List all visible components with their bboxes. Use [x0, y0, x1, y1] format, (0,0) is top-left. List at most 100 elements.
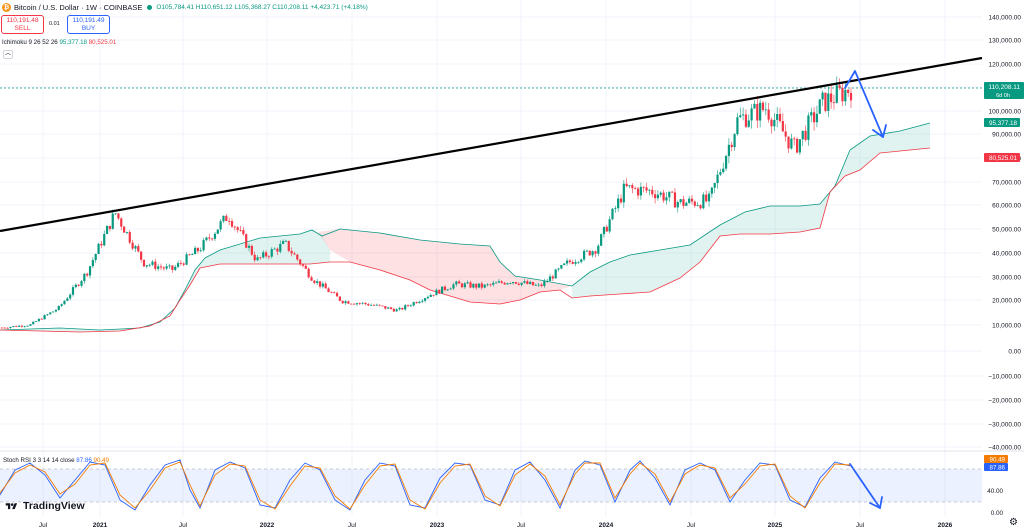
- candle-body: [236, 227, 239, 230]
- candle-body: [12, 326, 15, 327]
- sell-button[interactable]: 110,191.48 SELL: [1, 15, 44, 34]
- settings-gear-icon[interactable]: ⚙: [1009, 517, 1018, 528]
- candle-body: [262, 252, 265, 258]
- candle-body: [804, 130, 807, 140]
- rsi-band: [0, 469, 982, 502]
- candle-body: [812, 112, 816, 123]
- candle-body: [9, 326, 12, 329]
- candle-body: [412, 302, 415, 306]
- candle-body: [565, 260, 569, 264]
- candle-body: [659, 192, 662, 195]
- candle-body: [97, 243, 100, 255]
- candle-body: [52, 311, 55, 313]
- candle-body: [37, 318, 41, 322]
- candle-body: [432, 294, 435, 296]
- candle-body: [696, 205, 699, 206]
- candle-body: [673, 192, 677, 208]
- drawn-arrow-main[interactable]: [844, 70, 887, 138]
- candle-body: [401, 307, 404, 310]
- candle-body: [199, 250, 202, 252]
- candle-body: [835, 85, 838, 103]
- tradingview-logo[interactable]: TradingView: [4, 500, 85, 512]
- candle-body: [588, 250, 591, 256]
- svg-text:87.86: 87.86: [990, 465, 1006, 472]
- candle-body: [679, 199, 682, 203]
- candle-body: [719, 172, 722, 175]
- svg-text:6d 0h: 6d 0h: [996, 93, 1010, 99]
- collapse-legend-icon[interactable]: ︿: [3, 50, 13, 59]
- candle-body: [429, 294, 432, 297]
- candle-body: [350, 303, 353, 305]
- candle-body: [847, 89, 850, 93]
- candle-body: [242, 230, 245, 235]
- span-b-line: [0, 147, 931, 333]
- candle-body: [560, 264, 563, 269]
- resistance-trendline[interactable]: [0, 56, 983, 233]
- price-tick-label: 130,000.00: [988, 38, 1021, 45]
- candle-body: [443, 286, 447, 290]
- buy-button[interactable]: 110,191.49 BUY: [67, 15, 110, 34]
- time-tick-label: Jul: [348, 522, 357, 529]
- candle-body: [364, 302, 367, 305]
- candle-body: [503, 282, 506, 285]
- candle-body: [370, 304, 373, 306]
- candle-body: [344, 301, 347, 304]
- candle-body: [128, 232, 131, 243]
- candle-body: [125, 232, 129, 233]
- candle-body: [250, 245, 253, 255]
- rsi-axis[interactable]: 40.00 0.00: [987, 488, 1003, 517]
- candle-body: [602, 226, 606, 235]
- candle-body: [639, 186, 642, 196]
- price-axis[interactable]: 140,000.00130,000.00120,000.00110,000.00…: [988, 15, 1021, 452]
- candle-body: [526, 281, 529, 284]
- candle-body: [296, 254, 299, 260]
- svg-text:0.00: 0.00: [991, 510, 1004, 517]
- candle-body: [256, 257, 259, 261]
- candle-body: [103, 233, 106, 246]
- candle-body: [304, 265, 307, 269]
- candle-body: [392, 308, 395, 312]
- stoch-rsi-legend[interactable]: Stoch RSI 3 3 14 14 close 87.86 90.49: [3, 457, 109, 464]
- ichimoku-legend[interactable]: Ichimoku 9 26 52 26 95,377.18 80,525.01: [2, 39, 116, 46]
- candle-body: [710, 187, 713, 194]
- candle-body: [506, 283, 509, 285]
- price-tick-label: 40,000.00: [992, 251, 1021, 258]
- tradingview-logo-icon: [5, 502, 18, 509]
- symbol-title[interactable]: Bitcoin / U.S. Dollar · 1W · COINBASE: [14, 2, 143, 12]
- candle-body: [290, 250, 293, 254]
- candle-body: [202, 240, 205, 251]
- candle-body: [832, 102, 836, 103]
- candle-body: [352, 303, 356, 305]
- candle-body: [767, 109, 770, 120]
- candle-body: [94, 254, 97, 261]
- symbol-header[interactable]: ₿ Bitcoin / U.S. Dollar · 1W · COINBASE …: [0, 0, 368, 14]
- candle-body: [40, 318, 43, 320]
- candle-body: [531, 281, 535, 286]
- candle-body: [74, 284, 77, 288]
- stoch-rsi-pane: [0, 459, 982, 511]
- time-axis[interactable]: Jul 2021 Jul 2022 Jul 2023 Jul 2024 Jul 2025 Jul 20…: [39, 522, 953, 529]
- candle-body: [849, 92, 853, 101]
- grid: [0, 0, 982, 516]
- candle-body: [747, 120, 750, 127]
- candle-body: [372, 304, 376, 306]
- candle-body: [230, 221, 234, 227]
- drawn-arrow-rsi[interactable]: [849, 463, 883, 509]
- price-tick-label: 90,000.00: [992, 132, 1021, 139]
- candle-body: [594, 251, 597, 254]
- buy-price: 110,191.49: [72, 17, 105, 24]
- candle-body: [636, 188, 640, 196]
- candle-body: [702, 194, 705, 209]
- candle-body: [580, 259, 583, 262]
- candle-body: [273, 248, 276, 250]
- price-tick-label: −30,000.00: [988, 422, 1021, 429]
- candle-body: [591, 251, 594, 256]
- price-tick-label: 100,000.00: [988, 109, 1021, 116]
- candle-body: [776, 114, 779, 120]
- candle-body: [750, 108, 753, 121]
- rsi-k-badge: 87.86: [984, 463, 1008, 472]
- candle-body: [597, 245, 600, 254]
- price-tick-label: 20,000.00: [992, 298, 1021, 305]
